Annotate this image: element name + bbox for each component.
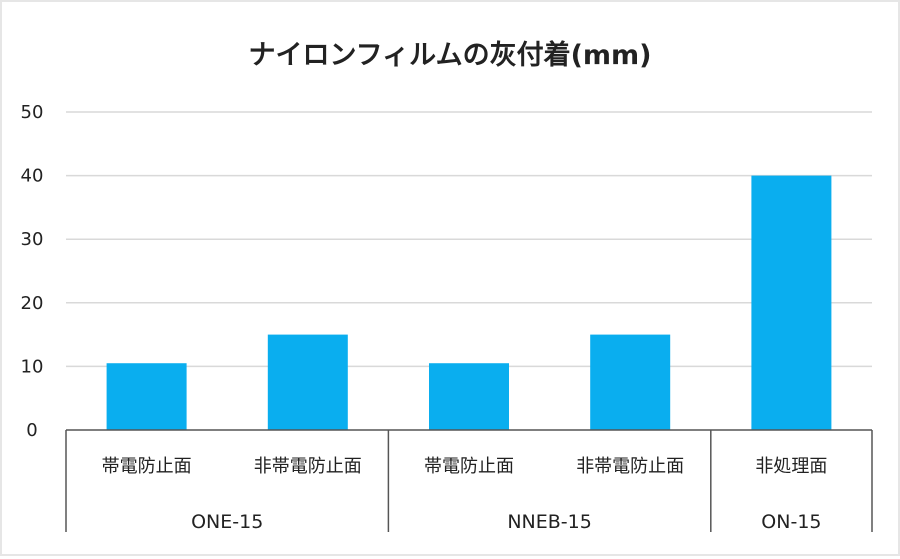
chart-title: ナイロンフィルムの灰付着(mm)	[248, 39, 651, 71]
group-label: ONE-15	[191, 511, 263, 533]
category-label: 非帯電防止面	[576, 456, 684, 477]
bar	[267, 334, 348, 430]
bar	[429, 363, 509, 430]
group-label: ON-15	[761, 511, 821, 533]
y-tick-label: 30	[21, 229, 44, 250]
gridlines	[66, 111, 872, 368]
x-axis: 帯電防止面 非帯電防止面 帯電防止面 非帯電防止面 非処理面 ONE-15 NNEB-15 O…	[65, 429, 873, 533]
y-tick-label: 0	[26, 420, 37, 441]
y-tick-label: 50	[21, 102, 44, 123]
y-tick-label: 40	[21, 166, 44, 187]
group-label: NNEB-15	[507, 511, 592, 533]
category-label: 非帯電防止面	[254, 456, 362, 477]
bars	[106, 175, 832, 430]
y-tick-label: 20	[21, 293, 44, 314]
y-tick-label: 10	[21, 356, 44, 377]
bar	[751, 175, 832, 430]
bar	[590, 334, 671, 430]
bar	[106, 363, 187, 430]
category-label: 帯電防止面	[424, 456, 514, 477]
category-label: 非処理面	[755, 456, 827, 477]
y-tick-labels: 0 10 20 30 40 50	[21, 102, 44, 441]
category-label: 帯電防止面	[102, 456, 192, 477]
